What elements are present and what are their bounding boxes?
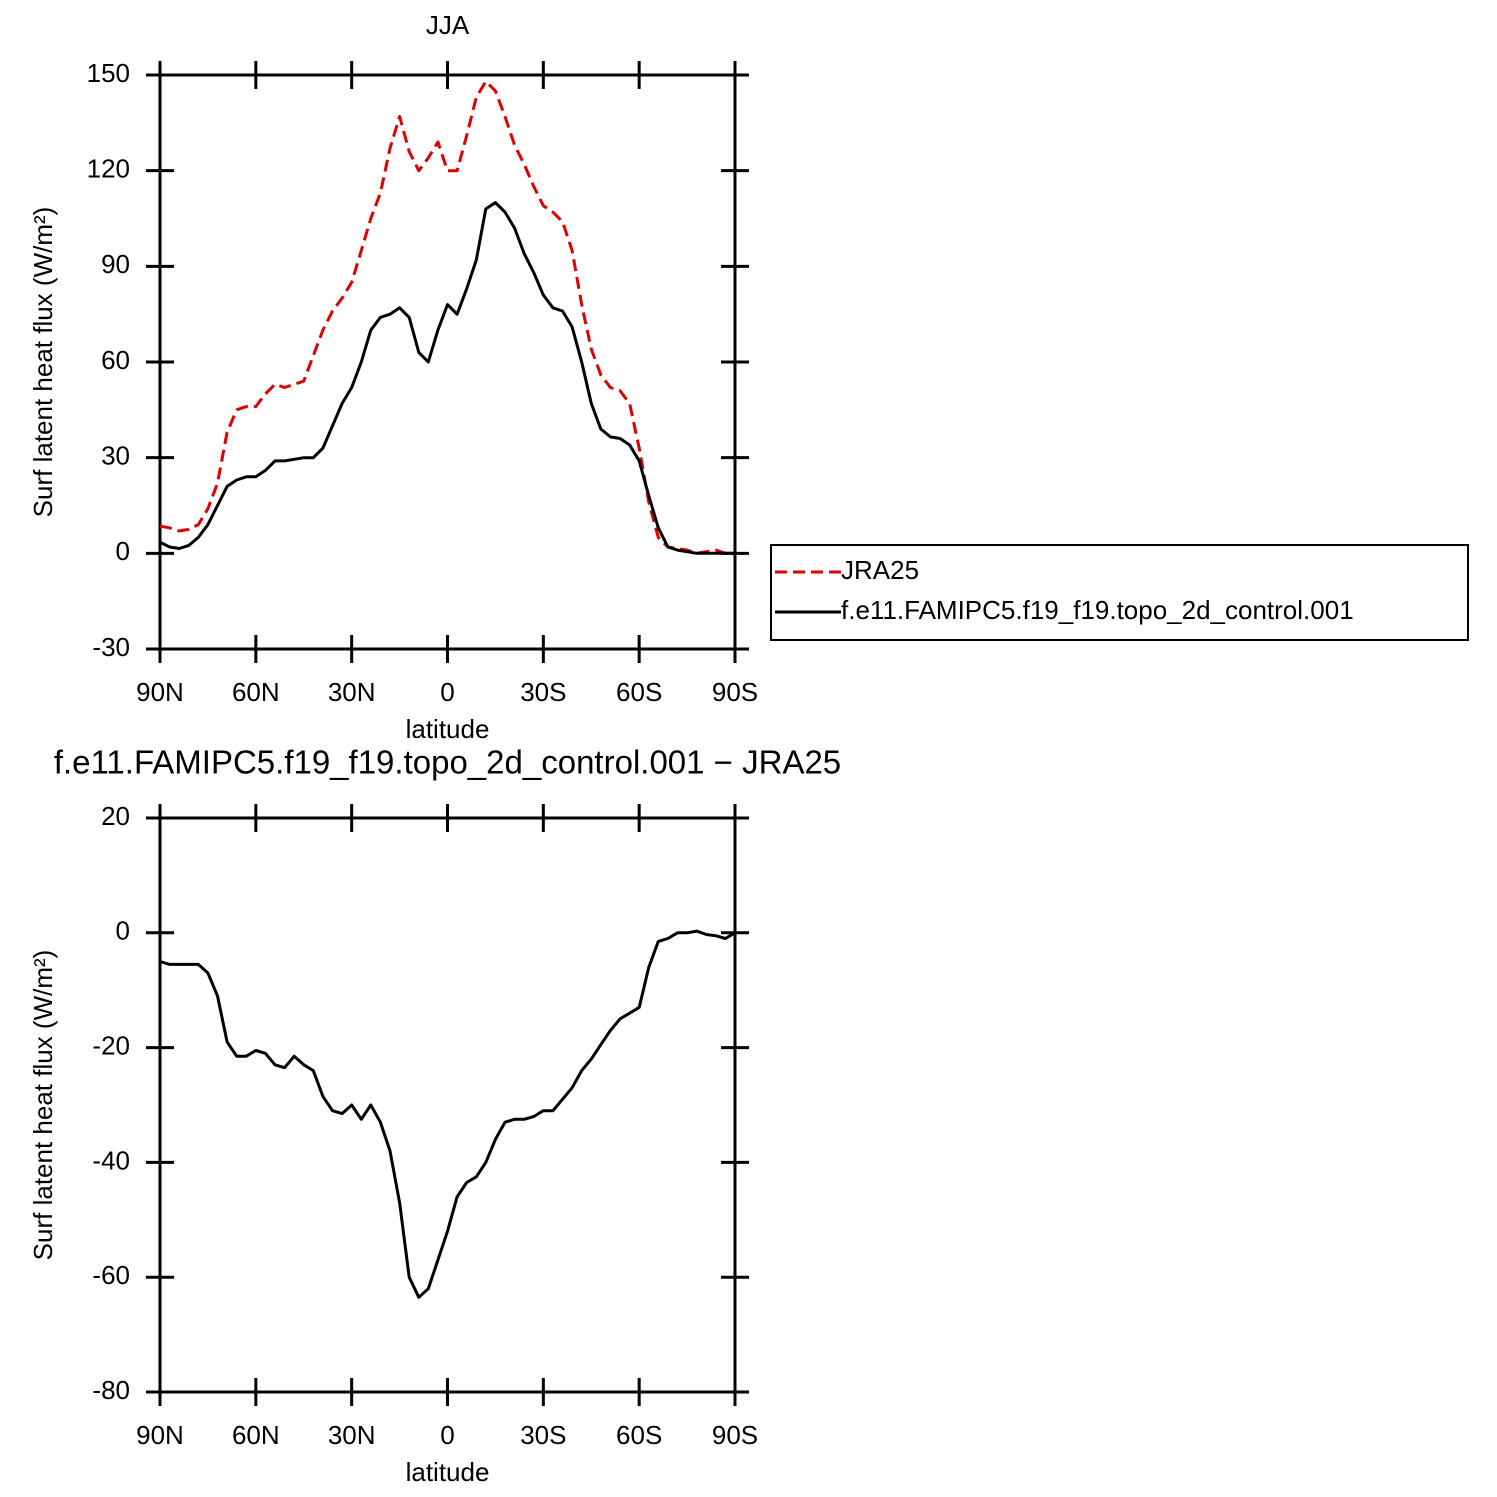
x-tick-label: 30S	[520, 1420, 566, 1450]
data-line	[159, 201, 735, 555]
y-axis-label: Surf latent heat flux (W/m²)	[28, 950, 58, 1261]
legend-box	[770, 544, 1469, 641]
y-tick-label: 0	[116, 916, 130, 946]
x-tick-label: 90N	[136, 677, 184, 707]
x-tick-label: 30N	[328, 677, 376, 707]
y-tick-label: -40	[92, 1145, 130, 1175]
y-tick-label: 60	[101, 345, 130, 375]
y-tick-label: -80	[92, 1375, 130, 1405]
x-tick-label: 90N	[136, 1420, 184, 1450]
x-tick-label: 60S	[616, 1420, 662, 1450]
x-tick-label: 60N	[232, 677, 280, 707]
y-axis-label: Surf latent heat flux (W/m²)	[28, 207, 58, 518]
y-tick-label: -20	[92, 1030, 130, 1060]
x-axis-label: latitude	[406, 1457, 490, 1487]
plot-frame	[158, 816, 737, 1394]
x-tick-label: 0	[440, 1420, 454, 1450]
x-tick-label: 30N	[328, 1420, 376, 1450]
y-tick-label: 150	[87, 58, 130, 88]
y-tick-label: 90	[101, 249, 130, 279]
x-tick-label: 60S	[616, 677, 662, 707]
y-tick-label: 0	[116, 536, 130, 566]
chart-title: JJA	[426, 10, 470, 40]
y-tick-label: 20	[101, 801, 130, 831]
y-tick-label: 30	[101, 441, 130, 471]
x-tick-label: 60N	[232, 1420, 280, 1450]
y-tick-label: 120	[87, 154, 130, 184]
legend-label: f.e11.FAMIPC5.f19_f19.topo_2d_control.00…	[841, 595, 1354, 625]
plot-frame	[158, 73, 737, 651]
x-tick-label: 90S	[712, 1420, 758, 1450]
y-tick-label: -60	[92, 1260, 130, 1290]
x-tick-label: 90S	[712, 677, 758, 707]
data-line	[159, 79, 735, 555]
x-axis-label: latitude	[406, 714, 490, 744]
x-tick-label: 0	[440, 677, 454, 707]
data-line	[159, 929, 736, 1299]
legend-label: JRA25	[841, 555, 919, 585]
chart-title: f.e11.FAMIPC5.f19_f19.topo_2d_control.00…	[54, 744, 841, 781]
y-tick-label: -30	[92, 632, 130, 662]
x-tick-label: 30S	[520, 677, 566, 707]
